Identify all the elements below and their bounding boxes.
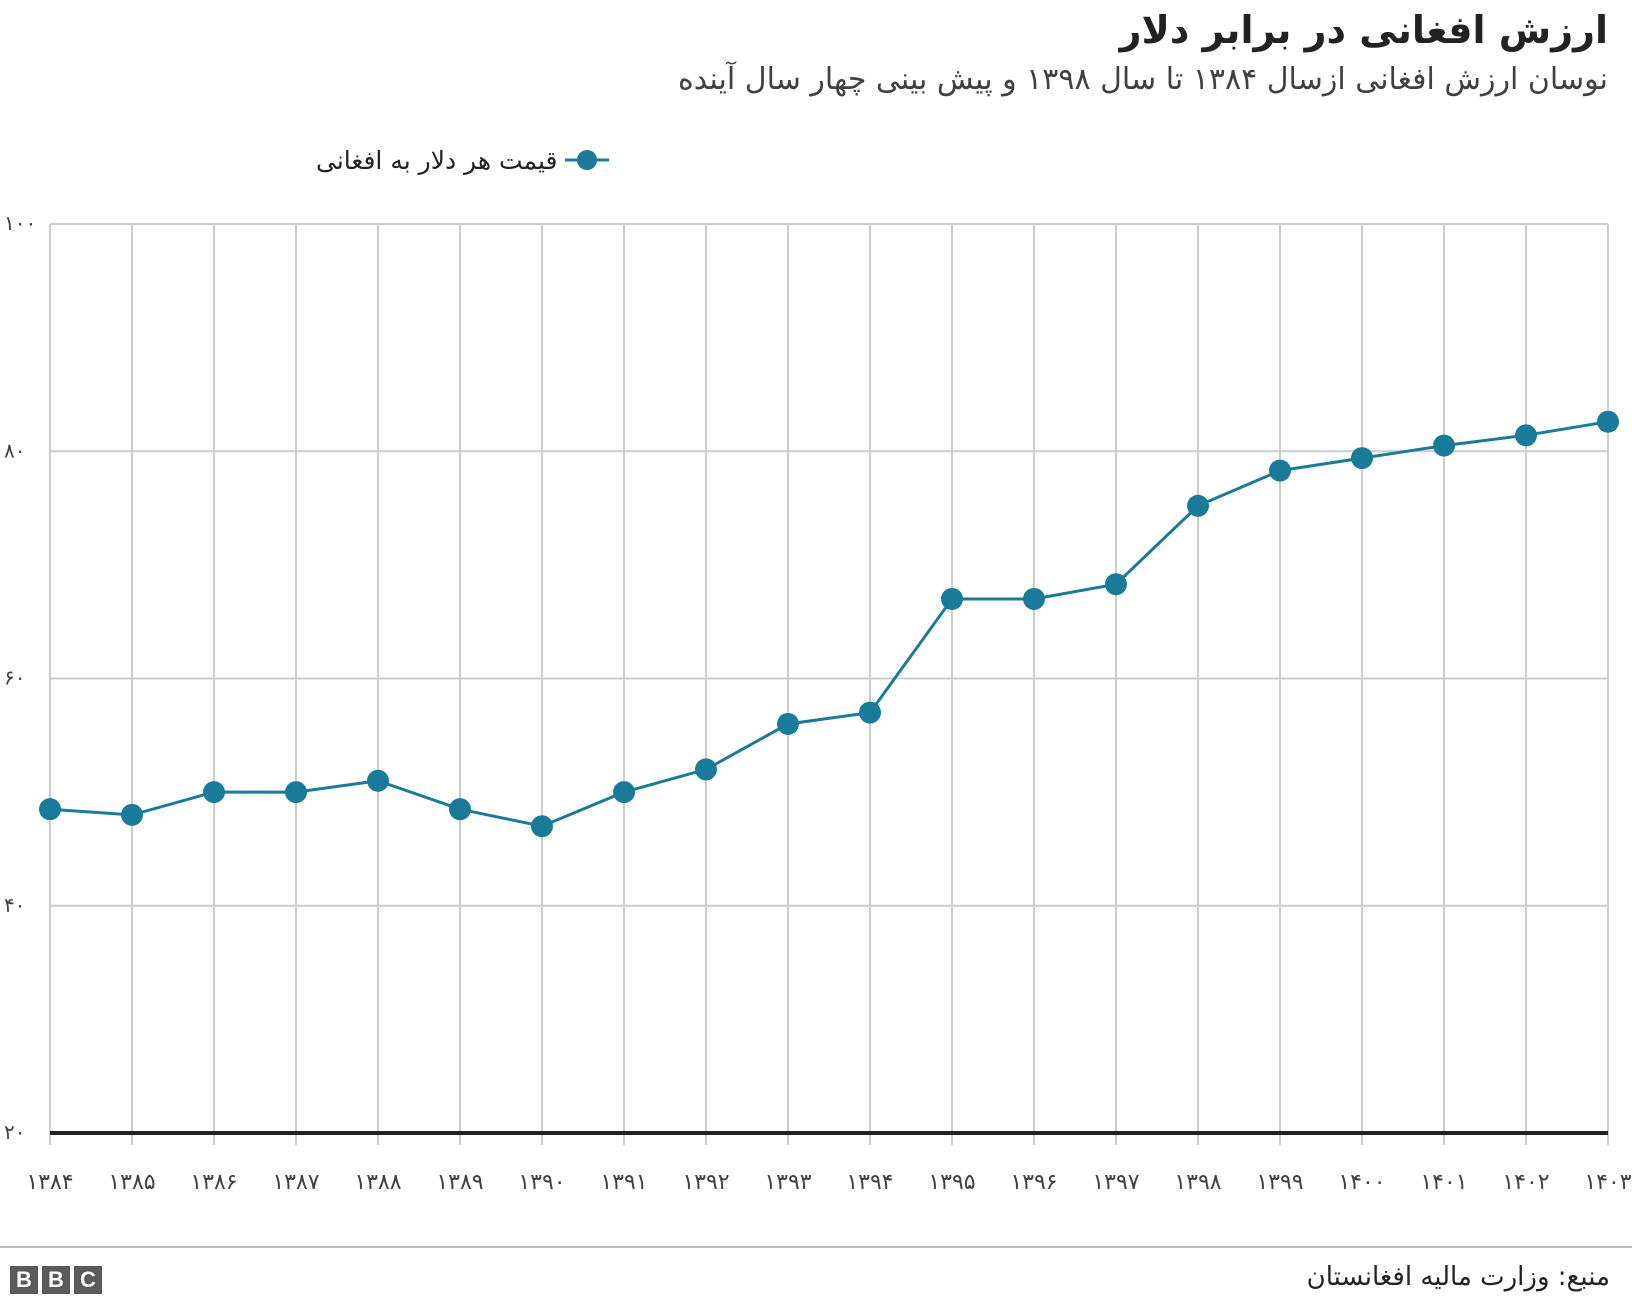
data-point[interactable] — [1597, 411, 1619, 433]
bbc-logo-block: C — [74, 1266, 102, 1294]
x-tick-label: ۱۳۸۵ — [108, 1170, 155, 1195]
x-tick-label: ۱۳۹۷ — [1092, 1170, 1139, 1195]
data-point[interactable] — [941, 588, 963, 610]
data-point[interactable] — [859, 702, 881, 724]
y-tick-label: ۲۰ — [4, 1120, 25, 1144]
x-tick-label: ۱۳۸۷ — [272, 1170, 319, 1195]
bbc-logo-block: B — [10, 1266, 38, 1294]
x-tick-label: ۱۳۸۶ — [190, 1170, 237, 1195]
x-tick-label: ۱۴۰۳ — [1584, 1170, 1631, 1195]
data-point[interactable] — [1351, 447, 1373, 469]
x-tick-label: ۱۳۹۵ — [928, 1170, 975, 1195]
x-tick-label: ۱۳۸۹ — [436, 1170, 483, 1195]
x-tick-label: ۱۳۸۴ — [26, 1170, 73, 1195]
series-line-path — [50, 422, 1608, 827]
x-tick-label: ۱۳۹۴ — [846, 1170, 893, 1195]
bbc-logo: B B C — [10, 1266, 102, 1294]
data-point[interactable] — [613, 781, 635, 803]
line-chart: ۲۰ ۴۰ ۶۰ ۸۰ ۱۰۰ ۱۳۸۴ ۱۳۸۵ ۱۳۸۶ ۱۳۸۷ ۱۳۸۸ ۱۳۸۹ ۱۳۹۰… — [0, 0, 1632, 1240]
y-tick-label: ۱۰۰ — [4, 211, 36, 235]
x-tick-label: ۱۴۰۱ — [1420, 1170, 1467, 1195]
data-point[interactable] — [449, 798, 471, 820]
y-axis-ticks: ۲۰ ۴۰ ۶۰ ۸۰ ۱۰۰ — [4, 211, 36, 1144]
data-point[interactable] — [1515, 424, 1537, 446]
x-tick-label: ۱۳۹۹ — [1256, 1170, 1303, 1195]
y-tick-label: ۸۰ — [4, 438, 25, 462]
data-point[interactable] — [1187, 495, 1209, 517]
x-axis-ticks: ۱۳۸۴ ۱۳۸۵ ۱۳۸۶ ۱۳۸۷ ۱۳۸۸ ۱۳۸۹ ۱۳۹۰ ۱۳۹۱ ۱۳۹۲ ۱۳۹۳… — [26, 1170, 1631, 1195]
x-tick-label: ۱۳۹۶ — [1010, 1170, 1057, 1195]
data-point[interactable] — [531, 815, 553, 837]
x-tick-label: ۱۴۰۲ — [1502, 1170, 1549, 1195]
data-point[interactable] — [777, 713, 799, 735]
series-line — [50, 422, 1608, 827]
x-tick-label: ۱۴۰۰ — [1338, 1170, 1385, 1195]
bbc-logo-block: B — [42, 1266, 70, 1294]
x-tick-label: ۱۳۹۰ — [518, 1170, 565, 1195]
data-point[interactable] — [39, 798, 61, 820]
data-point[interactable] — [1433, 435, 1455, 457]
source-note: منبع: وزارت مالیه افغانستان — [1307, 1262, 1610, 1292]
y-tick-label: ۶۰ — [4, 666, 25, 690]
data-point[interactable] — [1269, 460, 1291, 482]
grid-lines — [50, 224, 1608, 1145]
data-point[interactable] — [367, 770, 389, 792]
x-tick-label: ۱۳۹۲ — [682, 1170, 729, 1195]
x-tick-label: ۱۳۹۸ — [1174, 1170, 1221, 1195]
x-tick-label: ۱۳۸۸ — [354, 1170, 401, 1195]
data-point[interactable] — [1105, 573, 1127, 595]
data-point[interactable] — [121, 804, 143, 826]
series-points — [39, 411, 1619, 838]
x-tick-label: ۱۳۹۱ — [600, 1170, 647, 1195]
data-point[interactable] — [203, 781, 225, 803]
data-point[interactable] — [1023, 588, 1045, 610]
footer-divider — [0, 1246, 1632, 1248]
data-point[interactable] — [695, 758, 717, 780]
x-tick-label: ۱۳۹۳ — [764, 1170, 811, 1195]
data-point[interactable] — [285, 781, 307, 803]
y-tick-label: ۴۰ — [4, 893, 25, 917]
